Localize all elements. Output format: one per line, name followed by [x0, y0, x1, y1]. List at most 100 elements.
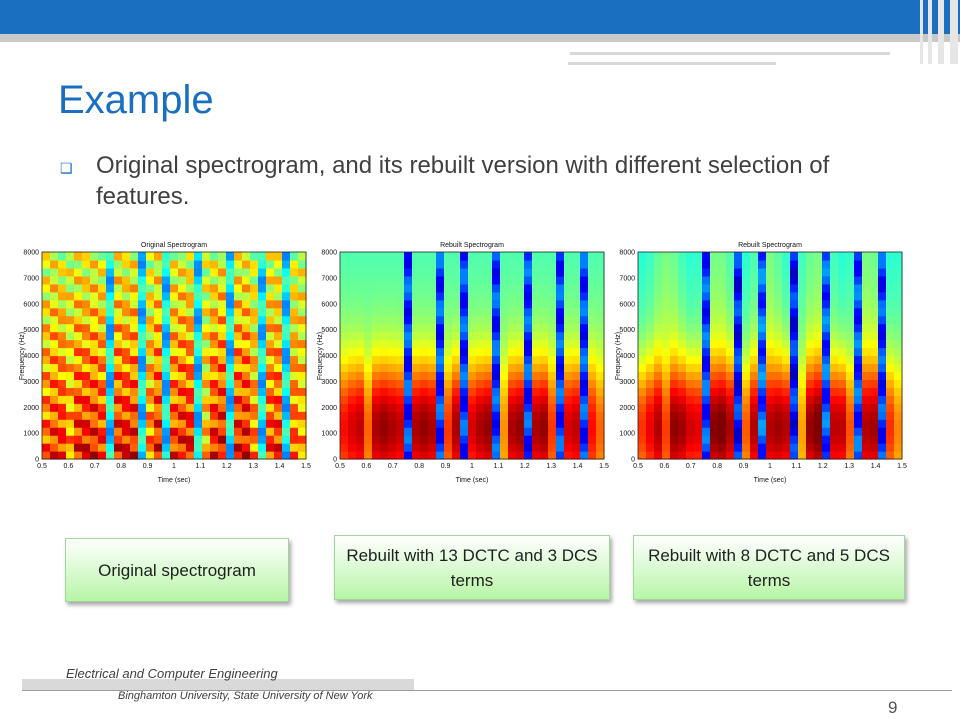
footer-band: [22, 679, 414, 691]
x-tick-label: 1: [470, 463, 474, 470]
x-tick-label: 1.4: [573, 463, 583, 470]
y-tick-label: 1000: [321, 431, 337, 438]
spectrogram-heatmap: [42, 252, 307, 460]
x-tick-label: 1.3: [248, 463, 258, 470]
y-tick-label: 1000: [619, 431, 635, 438]
x-tick-label: 0.5: [633, 463, 643, 470]
x-tick-label: 0.8: [414, 463, 424, 470]
x-tick-label: 1.2: [520, 463, 530, 470]
top-banner: [0, 0, 960, 34]
footer-department: Electrical and Computer Engineering: [66, 666, 278, 681]
spectrogram-plot: Original Spectrogram 0.5 0.6 0.7 0.8 0.9 1 1.1…: [19, 242, 311, 484]
x-tick-label: 1.2: [818, 463, 828, 470]
x-ticks: 0.5 0.6 0.7 0.8 0.9 1 1.1 1.2 1.3 1.4 1.5: [633, 463, 907, 470]
x-tick-label: 1: [172, 463, 176, 470]
x-tick-label: 1.1: [792, 463, 802, 470]
x-tick-label: 0.5: [37, 463, 47, 470]
spectrogram-rebuilt-8dctc: Rebuilt Spectrogram 0.5 0.6 0.7 0.8 0.9 1 1.1 1…: [614, 236, 910, 488]
x-tick-label: 0.5: [335, 463, 345, 470]
y-tick-label: 3000: [619, 379, 635, 386]
x-ticks: 0.5 0.6 0.7 0.8 0.9 1 1.1 1.2 1.3 1.4 1.5: [335, 463, 609, 470]
plot-frame: [41, 251, 307, 460]
y-tick-label: 5000: [23, 327, 39, 334]
x-axis-label: Time (sec): [158, 477, 191, 484]
spectrogram-original: Original Spectrogram 0.5 0.6 0.7 0.8 0.9 1 1.1…: [18, 236, 314, 488]
page-number: 9: [888, 698, 898, 717]
plot-frame: [637, 251, 903, 460]
y-tick-label: 8000: [321, 250, 337, 257]
plot-title: Original Spectrogram: [141, 242, 207, 249]
x-tick-label: 0.8: [116, 463, 126, 470]
accent-line: [568, 62, 776, 65]
footer-rule: [22, 690, 952, 691]
x-tick-label: 0.9: [143, 463, 153, 470]
y-tick-label: 2000: [23, 405, 39, 412]
x-tick-label: 0.7: [388, 463, 398, 470]
plot-frame: [339, 251, 605, 460]
x-tick-label: 0.6: [362, 463, 372, 470]
spectrogram-heatmap: [340, 252, 605, 460]
x-axis-label: Time (sec): [456, 477, 489, 484]
y-tick-label: 0: [35, 457, 39, 464]
x-tick-label: 1.3: [546, 463, 556, 470]
footer-university: Binghamton University, State University …: [118, 690, 373, 702]
x-tick-label: 1.2: [222, 463, 232, 470]
y-tick-label: 4000: [23, 353, 39, 360]
plot-title: Rebuilt Spectrogram: [440, 242, 504, 249]
checkbox-bullet-icon: ❑: [60, 160, 73, 176]
x-tick-label: 1.3: [844, 463, 854, 470]
x-axis-label: Time (sec): [754, 477, 787, 484]
y-tick-label: 0: [333, 457, 337, 464]
y-tick-label: 3000: [321, 379, 337, 386]
x-tick-label: 1.5: [599, 463, 609, 470]
plot-title: Rebuilt Spectrogram: [738, 242, 802, 249]
accent-line: [570, 52, 890, 55]
y-axis-label: Frequency (Hz): [317, 332, 324, 380]
x-ticks: 0.5 0.6 0.7 0.8 0.9 1 1.1 1.2 1.3 1.4 1.5: [37, 463, 311, 470]
x-tick-label: 0.9: [739, 463, 749, 470]
x-tick-label: 1.4: [871, 463, 881, 470]
x-tick-label: 0.7: [90, 463, 100, 470]
caption-original: Original spectrogram: [65, 538, 289, 602]
y-tick-label: 7000: [321, 275, 337, 282]
y-axis-label: Frequency (Hz): [615, 332, 622, 380]
y-tick-label: 4000: [619, 353, 635, 360]
x-tick-label: 0.7: [686, 463, 696, 470]
bullet-text: Original spectrogram, and its rebuilt ve…: [96, 152, 830, 210]
y-ticks: 0 1000 2000 3000 4000 5000 6000 7000 8000: [23, 250, 39, 464]
y-tick-label: 5000: [619, 327, 635, 334]
x-tick-label: 0.6: [64, 463, 74, 470]
y-tick-label: 8000: [23, 250, 39, 257]
x-tick-label: 1.5: [301, 463, 311, 470]
y-tick-label: 0: [631, 457, 635, 464]
spectrogram-rebuilt-13dctc: Rebuilt Spectrogram 0.5 0.6 0.7 0.8 0.9 1 1.1 1…: [316, 236, 612, 488]
slide-title: Example: [58, 78, 214, 122]
x-tick-label: 1.1: [196, 463, 206, 470]
x-tick-label: 1.5: [897, 463, 907, 470]
x-tick-label: 0.8: [712, 463, 722, 470]
spectrogram-heatmap: [638, 252, 903, 460]
y-tick-label: 5000: [321, 327, 337, 334]
y-ticks: 0 1000 2000 3000 4000 5000 6000 7000 8000: [321, 250, 337, 464]
corner-stripes: [918, 0, 960, 64]
x-tick-label: 1: [768, 463, 772, 470]
x-tick-label: 1.4: [275, 463, 285, 470]
spectrogram-plot: Rebuilt Spectrogram 0.5 0.6 0.7 0.8 0.9 1 1.1 1…: [615, 242, 907, 484]
y-ticks: 0 1000 2000 3000 4000 5000 6000 7000 8000: [619, 250, 635, 464]
top-banner-shadow: [0, 34, 960, 42]
y-tick-label: 2000: [619, 405, 635, 412]
y-tick-label: 6000: [321, 301, 337, 308]
spectrogram-plot: Rebuilt Spectrogram 0.5 0.6 0.7 0.8 0.9 1 1.1 1…: [317, 242, 609, 484]
y-tick-label: 7000: [23, 275, 39, 282]
x-tick-label: 0.9: [441, 463, 451, 470]
x-tick-label: 0.6: [660, 463, 670, 470]
y-tick-label: 3000: [23, 379, 39, 386]
y-tick-label: 6000: [23, 301, 39, 308]
y-tick-label: 8000: [619, 250, 635, 257]
y-tick-label: 7000: [619, 275, 635, 282]
x-tick-label: 1.1: [494, 463, 504, 470]
y-tick-label: 1000: [23, 431, 39, 438]
caption-rebuilt-13dctc: Rebuilt with 13 DCTC and 3 DCS terms: [334, 535, 610, 600]
y-axis-label: Frequency (Hz): [19, 332, 26, 380]
caption-rebuilt-8dctc: Rebuilt with 8 DCTC and 5 DCS terms: [633, 535, 905, 600]
